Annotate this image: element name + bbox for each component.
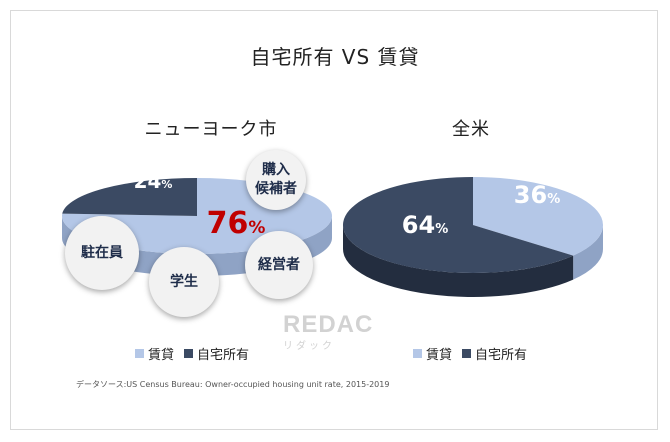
legend-item-rent: 賃貸: [413, 344, 452, 363]
pie-slice-自宅所有: [342, 177, 574, 273]
pie-side-賃貸: [573, 225, 603, 280]
annotation-bubble-students: 学生: [149, 247, 219, 317]
pie-value-label: 36%: [514, 181, 560, 209]
legend-label-own: 自宅所有: [475, 348, 528, 363]
chart-frame: 自宅所有 VS 賃貸 ニューヨーク市 全米 76% 24% 36% 64% 購入 候補…: [10, 10, 658, 430]
annotation-bubble-executives: 経営者: [245, 231, 313, 299]
pie-value-label: 24%: [134, 169, 173, 193]
pie-value-label: 76%: [207, 206, 266, 241]
legend-swatch-own: [184, 349, 194, 358]
legend-label-own: 自宅所有: [197, 348, 250, 363]
watermark-main-text: REDAC: [283, 311, 374, 338]
legend-label-rent: 賃貸: [148, 348, 175, 363]
chart-title: 自宅所有 VS 賃貸: [250, 45, 420, 69]
legend-swatch-rent: [135, 349, 144, 358]
annotation-bubble-buyers: 購入 候補者: [246, 150, 306, 210]
source-note: データソース:US Census Bureau: Owner-occupied …: [76, 380, 390, 389]
legend-item-own: 自宅所有: [184, 344, 249, 363]
legend-nyc: 賃貸 自宅所有: [135, 344, 249, 363]
us-pie-title: 全米: [452, 119, 490, 140]
legend-item-own: 自宅所有: [462, 344, 527, 363]
legend-swatch-rent: [413, 349, 422, 358]
legend-us: 賃貸 自宅所有: [413, 344, 527, 363]
pie-slice-賃貸: [473, 177, 603, 256]
watermark-logo: REDAC リダック: [283, 311, 373, 352]
pie-value-label: 64%: [402, 211, 448, 239]
pie-side-自宅所有: [343, 225, 574, 297]
legend-label-rent: 賃貸: [426, 348, 453, 363]
watermark-sub-text: リダック: [283, 341, 335, 352]
pie-slice-自宅所有: [62, 178, 198, 216]
legend-item-rent: 賃貸: [135, 344, 174, 363]
nyc-pie-title: ニューヨーク市: [144, 119, 278, 140]
annotation-bubble-expats: 駐在員: [65, 216, 139, 290]
legend-swatch-own: [462, 349, 472, 358]
